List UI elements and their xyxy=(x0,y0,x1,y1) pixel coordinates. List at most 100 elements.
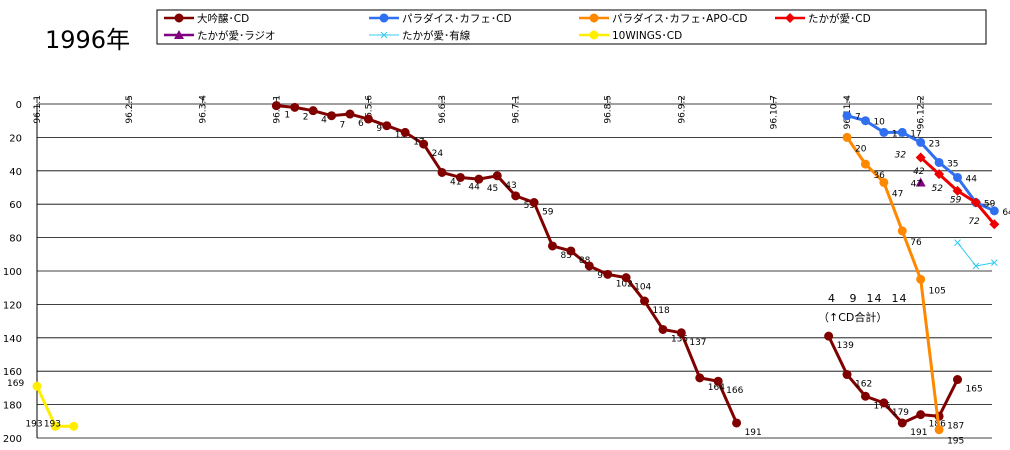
series-2-data-label: 47 xyxy=(892,189,903,199)
legend-entry-label: 10WINGS･CD xyxy=(612,30,682,42)
series-0-marker xyxy=(566,246,576,256)
series-1-data-label: 59 xyxy=(984,200,996,210)
x-tick-label: 96.2.5 xyxy=(125,95,135,124)
series-0-marker xyxy=(824,331,834,341)
series-1-data-label: 35 xyxy=(947,159,958,169)
series-0-data-label: 45 xyxy=(487,184,498,194)
series-0-marker xyxy=(640,296,650,306)
series-0-marker xyxy=(400,127,410,137)
series-0-marker xyxy=(363,114,373,124)
series-0-line xyxy=(276,104,738,424)
x-tick-label: 96.12.2 xyxy=(917,95,927,129)
series-0-marker xyxy=(584,261,594,271)
y-tick-label: 180 xyxy=(3,401,22,412)
series-2-data-label: 105 xyxy=(929,286,946,296)
series-3-marker xyxy=(934,169,945,180)
legend-entry-label: たかが愛･CD xyxy=(808,12,871,25)
series-0-data-label: 162 xyxy=(855,380,872,390)
series-0-data-label: 191 xyxy=(745,428,762,438)
page-title: 1996年 xyxy=(45,26,131,54)
series-5-line xyxy=(957,242,995,267)
series-0-marker xyxy=(174,13,184,23)
series-0-marker xyxy=(732,418,742,428)
series-0-marker xyxy=(842,370,852,380)
series-0-data-label: 166 xyxy=(726,386,743,396)
series-0-data-label: 187 xyxy=(947,421,964,431)
series-3-marker xyxy=(989,219,1000,230)
series-3-marker xyxy=(952,185,963,196)
series-1-data-label: 17 xyxy=(892,129,903,139)
series-0-data-label: 88 xyxy=(579,256,591,266)
series-0-data-label: 43 xyxy=(505,181,516,191)
series-0-data-label: 137 xyxy=(689,338,706,348)
series-0-marker xyxy=(695,373,705,383)
x-tick-label: 96.9.2 xyxy=(677,95,687,124)
series-3-data-label: 72 xyxy=(968,217,980,227)
series-0-marker xyxy=(419,139,429,149)
series-0-data-label: 41 xyxy=(450,177,461,187)
series-0-data-label: 59 xyxy=(542,208,554,218)
series-0-marker xyxy=(511,191,521,201)
series-2-line xyxy=(845,136,941,430)
series-0-data-label: 135 xyxy=(671,334,688,344)
series-6-data-label: 193 xyxy=(25,419,42,429)
series-2-marker xyxy=(916,274,926,284)
series-1-marker xyxy=(989,206,999,216)
series-2-marker xyxy=(589,13,599,23)
series-0-data-label: 13 xyxy=(395,131,406,141)
series-0-marker xyxy=(271,101,281,111)
series-4-marker xyxy=(915,177,926,187)
series-1-data-label: 44 xyxy=(966,174,978,184)
annotation-cd-totals: 4 9 14 14 xyxy=(828,292,908,305)
series-0-data-label: 6 xyxy=(358,119,364,129)
x-tick-label: 96.8.5 xyxy=(604,95,614,124)
series-2-data-label: 20 xyxy=(855,144,867,154)
legend-entry-label: パラダイス･カフェ･CD xyxy=(402,12,512,25)
series-5-marker xyxy=(972,262,980,270)
series-0-marker xyxy=(621,273,631,283)
series-2-data-label: 195 xyxy=(947,437,964,447)
series-4-marker xyxy=(174,30,184,39)
series-0-marker xyxy=(492,171,502,181)
series-1-data-label: 23 xyxy=(929,139,940,149)
series-0-data-label: 9 xyxy=(376,124,382,134)
x-tick-label: 96.3.4 xyxy=(199,95,209,124)
y-tick-label: 80 xyxy=(9,234,22,245)
series-0-marker xyxy=(529,198,539,208)
x-tick-label: 96.7.1 xyxy=(512,95,522,124)
series-5-marker xyxy=(954,239,961,246)
series-0-data-label: 102 xyxy=(616,279,633,289)
series-0-marker xyxy=(713,376,723,386)
series-0-data-label: 17 xyxy=(413,137,424,147)
y-tick-label: 0 xyxy=(16,100,22,111)
series-0-data-label: 24 xyxy=(432,149,444,159)
series-1-marker xyxy=(897,127,907,137)
series-2-data-label: 36 xyxy=(873,171,885,181)
y-tick-label: 160 xyxy=(3,367,22,378)
series-3-data-label: 52 xyxy=(932,184,944,194)
y-tick-label: 100 xyxy=(3,267,22,278)
x-tick-label: 96.5.6 xyxy=(364,95,374,124)
annotation-cd-totals-caption: （↑CD合計） xyxy=(818,311,888,324)
series-2-data-label: 76 xyxy=(910,238,922,248)
series-0-marker xyxy=(437,167,447,177)
series-2-marker xyxy=(934,425,944,435)
series-0-marker xyxy=(860,391,870,401)
y-tick-label: 20 xyxy=(9,133,22,144)
x-tick-label: 96.1.1 xyxy=(33,95,43,124)
y-tick-label: 140 xyxy=(3,334,22,345)
series-0-marker xyxy=(308,106,318,116)
series-6-data-label: 169 xyxy=(7,379,24,389)
series-0-data-label: 4 xyxy=(321,116,327,126)
legend-entry-label: 大吟醸･CD xyxy=(197,12,249,25)
series-4-data-label: 47 xyxy=(911,179,922,189)
series-0-data-label: 1 xyxy=(284,111,290,121)
series-0-marker xyxy=(916,410,926,420)
series-0-marker xyxy=(474,174,484,184)
series-0-marker xyxy=(345,109,355,119)
y-tick-label: 120 xyxy=(3,300,22,311)
series-0-marker xyxy=(676,328,686,338)
x-tick-label: 96.6.3 xyxy=(438,95,448,124)
series-0-data-label: 104 xyxy=(634,283,651,293)
